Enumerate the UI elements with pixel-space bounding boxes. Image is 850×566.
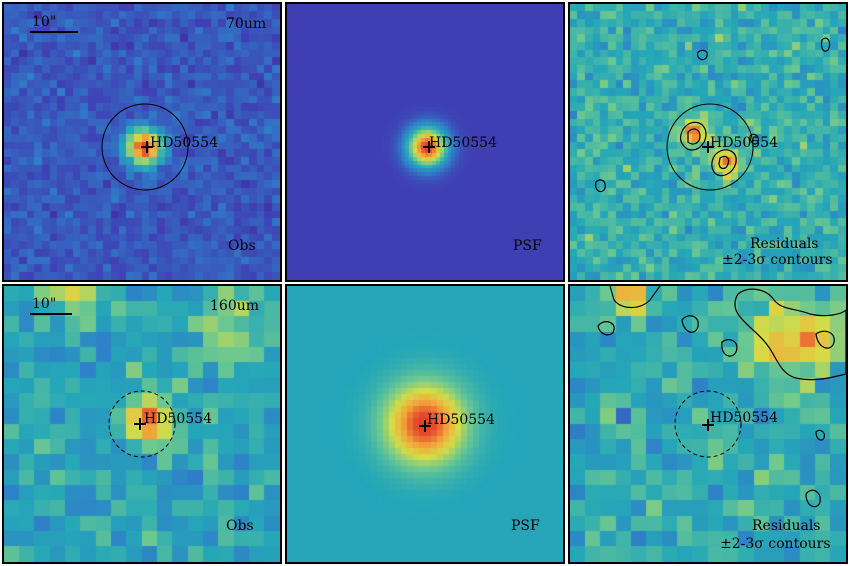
aperture-circle bbox=[666, 103, 754, 191]
band-label: 160um bbox=[210, 298, 259, 314]
panel-label: Obs bbox=[226, 518, 254, 534]
panel-label: PSF bbox=[513, 238, 542, 254]
panel-label-line2: ±2-3σ contours bbox=[720, 536, 831, 552]
target-label: HD50554 bbox=[429, 135, 497, 151]
overlay-70um-residual: HD50554 Residuals ±2-3σ contours bbox=[595, 37, 833, 268]
overlay-160um-residual: HD50554 Residuals ±2-3σ contours bbox=[597, 286, 846, 552]
target-marker bbox=[134, 418, 146, 430]
band-label: 70um bbox=[226, 16, 266, 32]
target-marker bbox=[702, 141, 714, 153]
overlay-70um-psf: HD50554 PSF 30 20 10 bbox=[285, 54, 542, 254]
residual-contours bbox=[595, 37, 831, 193]
panel-label-line1: Residuals bbox=[750, 236, 818, 252]
tick-label: 10 bbox=[285, 204, 286, 212]
tick-label: 20 bbox=[285, 128, 286, 136]
target-marker bbox=[141, 141, 153, 153]
image-70um-psf bbox=[287, 4, 563, 280]
overlay-160um-obs: 10" 160um HD50554 Obs bbox=[30, 296, 259, 534]
axis-ticks: 30 20 10 bbox=[285, 54, 286, 212]
target-label: HD50554 bbox=[144, 411, 212, 427]
overlay-70um-obs: 10" 70um HD50554 Obs bbox=[30, 14, 266, 254]
residual-contours bbox=[597, 286, 846, 508]
panel-70um-psf: HD50554 PSF 30 20 10 bbox=[285, 2, 565, 282]
panel-70um-residual: HD50554 Residuals ±2-3σ contours bbox=[568, 2, 848, 282]
panel-label: Obs bbox=[228, 238, 256, 254]
target-label: HD50554 bbox=[150, 135, 218, 151]
overlay-160um-psf: HD50554 PSF 20 15 10 5 bbox=[285, 294, 540, 534]
tick-label: 15 bbox=[285, 362, 286, 370]
target-label: HD50554 bbox=[427, 412, 495, 428]
target-label: HD50554 bbox=[710, 410, 778, 426]
tick-label: 10 bbox=[285, 428, 286, 436]
panel-160um-residual: HD50554 Residuals ±2-3σ contours bbox=[568, 284, 848, 564]
panel-label-line1: Residuals bbox=[752, 518, 820, 534]
target-marker bbox=[702, 419, 714, 431]
target-marker bbox=[423, 141, 435, 153]
tick-label: 30 bbox=[285, 54, 286, 62]
scale-bar-label: 10" bbox=[32, 14, 56, 30]
panel-160um-obs: 10" 160um HD50554 Obs bbox=[2, 284, 282, 564]
aperture-circle bbox=[101, 103, 189, 191]
image-70um-obs bbox=[4, 4, 280, 280]
aperture-circle bbox=[108, 390, 176, 458]
panel-label-line2: ±2-3σ contours bbox=[722, 252, 833, 268]
target-marker bbox=[419, 420, 431, 432]
axis-ticks: 20 15 10 5 bbox=[285, 294, 286, 502]
panel-70um-obs: 10" 70um HD50554 Obs bbox=[2, 2, 282, 282]
panel-160um-psf: HD50554 PSF 20 15 10 5 bbox=[285, 284, 565, 564]
target-label: HD50554 bbox=[710, 135, 778, 151]
panel-label: PSF bbox=[511, 518, 540, 534]
tick-label: 20 bbox=[285, 294, 286, 302]
scale-bar-label: 10" bbox=[32, 296, 56, 312]
aperture-circle bbox=[674, 390, 742, 458]
